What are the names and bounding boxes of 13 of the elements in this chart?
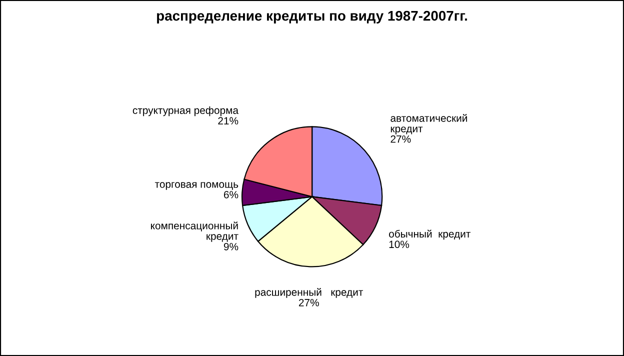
data-label: 6% — [224, 190, 238, 198]
data-label: 27% — [390, 135, 411, 143]
slice-label: компенсационный кредит — [151, 222, 238, 242]
data-label: 10% — [389, 240, 410, 248]
slice-label: структурная реформа — [132, 106, 239, 116]
slice-label: торговая помощь — [154, 182, 238, 190]
chart-title: распределение кредиты по виду 1987-2007гг. — [157, 10, 467, 24]
slice-label: обычный кредит — [389, 230, 471, 240]
data-label: 27% — [298, 298, 319, 306]
data-label: 21% — [218, 117, 238, 124]
data-label: 9% — [224, 242, 238, 250]
slice-label: автоматический кредит — [390, 114, 467, 134]
slice-label: расширенный кредит — [255, 288, 364, 298]
